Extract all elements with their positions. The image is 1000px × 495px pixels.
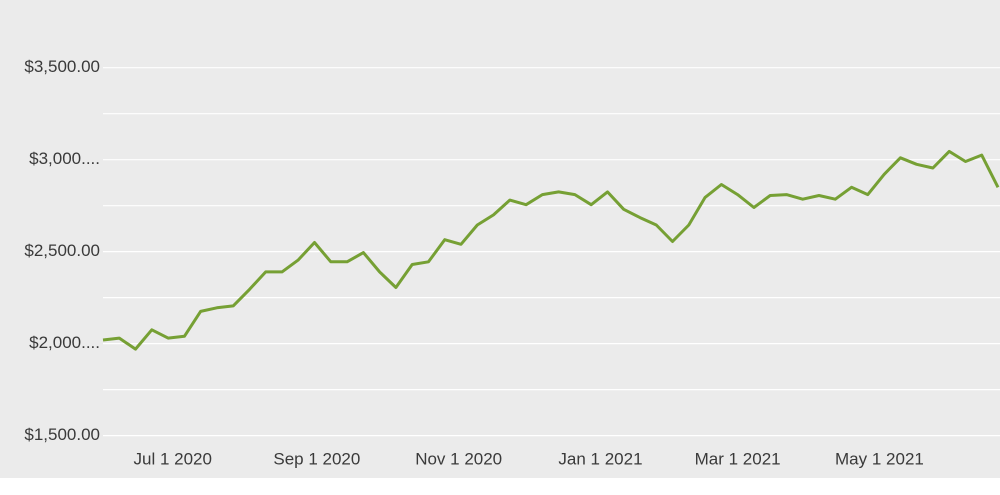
x-tick-label: Mar 1 2021 bbox=[695, 449, 781, 468]
y-tick-label: $2,000.... bbox=[29, 333, 100, 352]
y-tick-label: $1,500.00 bbox=[24, 425, 100, 444]
x-tick-label: Jan 1 2021 bbox=[558, 449, 642, 468]
chart-background bbox=[0, 0, 1000, 478]
x-tick-label: May 1 2021 bbox=[835, 449, 924, 468]
x-tick-label: Jul 1 2020 bbox=[134, 449, 212, 468]
y-tick-label: $2,500.00 bbox=[24, 241, 100, 260]
y-tick-label: $3,000.... bbox=[29, 149, 100, 168]
x-tick-label: Nov 1 2020 bbox=[415, 449, 502, 468]
price-line bbox=[102, 149, 1000, 351]
y-tick-label: $3,500.00 bbox=[24, 57, 100, 76]
x-tick-label: Sep 1 2020 bbox=[273, 449, 360, 468]
